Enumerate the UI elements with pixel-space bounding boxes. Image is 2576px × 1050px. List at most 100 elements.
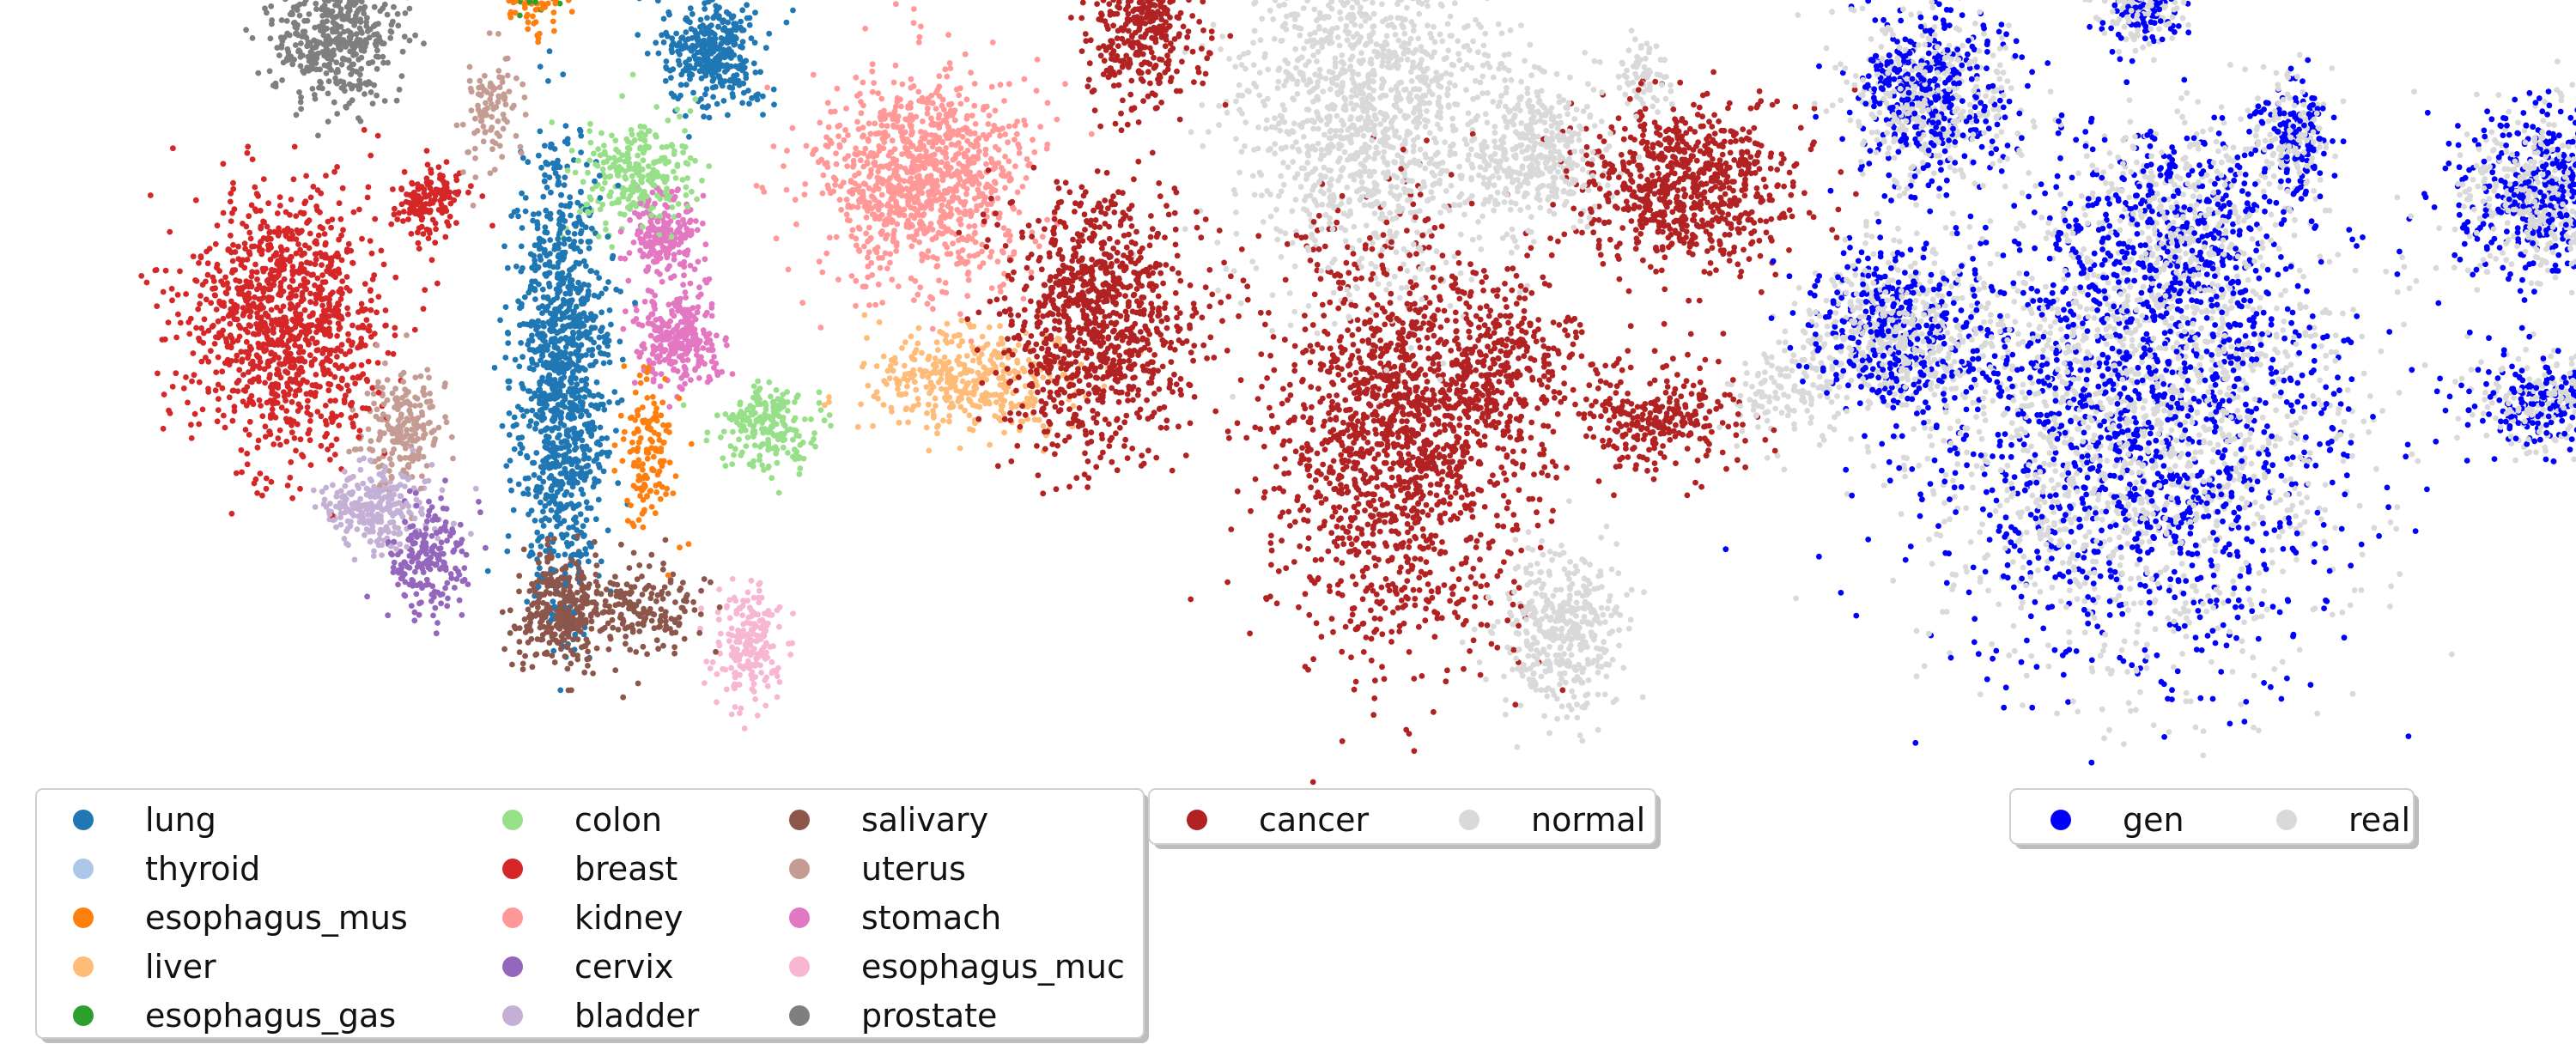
- point-lung: [518, 340, 524, 346]
- point-salivary: [592, 599, 598, 605]
- point-bladder: [385, 527, 391, 533]
- point-esophagus-muc: [708, 665, 714, 671]
- point-kidney: [853, 75, 859, 81]
- point-prostate: [359, 0, 365, 4]
- point-lung: [563, 489, 569, 495]
- point-salivary: [535, 604, 541, 610]
- point-liver: [881, 402, 887, 408]
- point-lung: [598, 291, 605, 297]
- point-breast: [444, 180, 450, 186]
- point-breast: [195, 307, 201, 313]
- point-liver: [971, 324, 977, 330]
- point-breast: [269, 479, 275, 485]
- point-stomach: [687, 219, 693, 225]
- point-liver: [910, 367, 916, 373]
- point-breast: [314, 340, 320, 346]
- point-lung: [730, 91, 736, 97]
- point-liver: [881, 354, 887, 360]
- point-cervix: [422, 542, 428, 548]
- point-stomach: [665, 266, 671, 272]
- point-lung: [760, 94, 766, 100]
- point-uterus: [507, 88, 513, 94]
- point-stomach: [632, 210, 638, 216]
- point-cervix: [434, 630, 440, 636]
- point-stomach: [671, 252, 677, 258]
- point-colon: [646, 163, 652, 169]
- point-kidney: [1000, 173, 1006, 179]
- point-kidney: [817, 258, 823, 264]
- point-prostate: [359, 55, 365, 61]
- point-lung: [524, 598, 530, 604]
- point-breast: [185, 400, 191, 406]
- point-esophagus-mus: [525, 26, 531, 32]
- point-stomach: [676, 213, 682, 219]
- point-breast: [323, 418, 329, 424]
- point-kidney: [916, 39, 922, 46]
- point-esophagus-mus: [689, 441, 695, 447]
- point-esophagus-muc: [775, 695, 781, 701]
- point-liver: [913, 387, 919, 393]
- point-breast: [288, 459, 294, 465]
- point-prostate: [325, 91, 331, 97]
- point-kidney: [941, 197, 947, 203]
- point-breast: [319, 443, 325, 449]
- point-esophagus-mus: [662, 376, 668, 382]
- point-liver: [861, 313, 867, 319]
- point-colon: [689, 189, 695, 195]
- point-prostate: [334, 111, 340, 117]
- point-breast: [277, 194, 283, 200]
- point-salivary: [649, 618, 655, 624]
- point-breast: [244, 451, 250, 457]
- point-breast: [305, 398, 311, 404]
- point-uterus: [465, 149, 471, 155]
- point-stomach: [665, 204, 671, 210]
- point-prostate: [268, 3, 274, 9]
- point-kidney: [938, 219, 944, 225]
- point-salivary: [521, 547, 527, 553]
- point-lung: [501, 243, 507, 249]
- point-salivary: [529, 636, 535, 642]
- point-breast: [245, 257, 251, 263]
- point-kidney: [883, 236, 889, 242]
- point-liver: [884, 381, 890, 387]
- point-cervix: [364, 593, 370, 599]
- point-kidney: [917, 284, 923, 290]
- point-breast: [243, 427, 249, 433]
- point-breast: [230, 180, 236, 186]
- point-liver: [1018, 418, 1024, 424]
- point-kidney: [939, 203, 945, 209]
- point-breast: [191, 350, 197, 356]
- point-kidney: [964, 138, 970, 144]
- point-uterus: [489, 114, 495, 120]
- point-liver: [1016, 343, 1022, 349]
- point-colon: [609, 132, 615, 138]
- point-breast: [228, 199, 234, 205]
- point-breast: [329, 442, 335, 448]
- point-lung: [607, 307, 613, 313]
- point-lung: [725, 112, 731, 118]
- point-salivary: [651, 612, 657, 618]
- point-salivary: [517, 639, 523, 645]
- point-lung: [513, 264, 519, 270]
- point-lung: [632, 300, 638, 306]
- point-lung: [485, 568, 491, 574]
- point-kidney: [1024, 156, 1030, 162]
- point-kidney: [989, 285, 995, 291]
- point-kidney: [1002, 185, 1008, 191]
- point-liver: [931, 362, 937, 368]
- point-colon: [681, 402, 687, 408]
- point-breast: [421, 231, 427, 237]
- point-breast: [308, 462, 314, 468]
- point-colon: [640, 224, 646, 230]
- point-breast: [239, 470, 245, 476]
- point-kidney: [1017, 150, 1023, 156]
- point-breast: [349, 343, 355, 349]
- point-colon: [591, 150, 597, 156]
- point-breast: [188, 422, 194, 428]
- point-kidney: [1002, 131, 1008, 137]
- point-breast: [366, 406, 372, 412]
- point-breast: [392, 325, 398, 331]
- point-esophagus-mus: [642, 417, 648, 423]
- point-kidney: [872, 212, 878, 218]
